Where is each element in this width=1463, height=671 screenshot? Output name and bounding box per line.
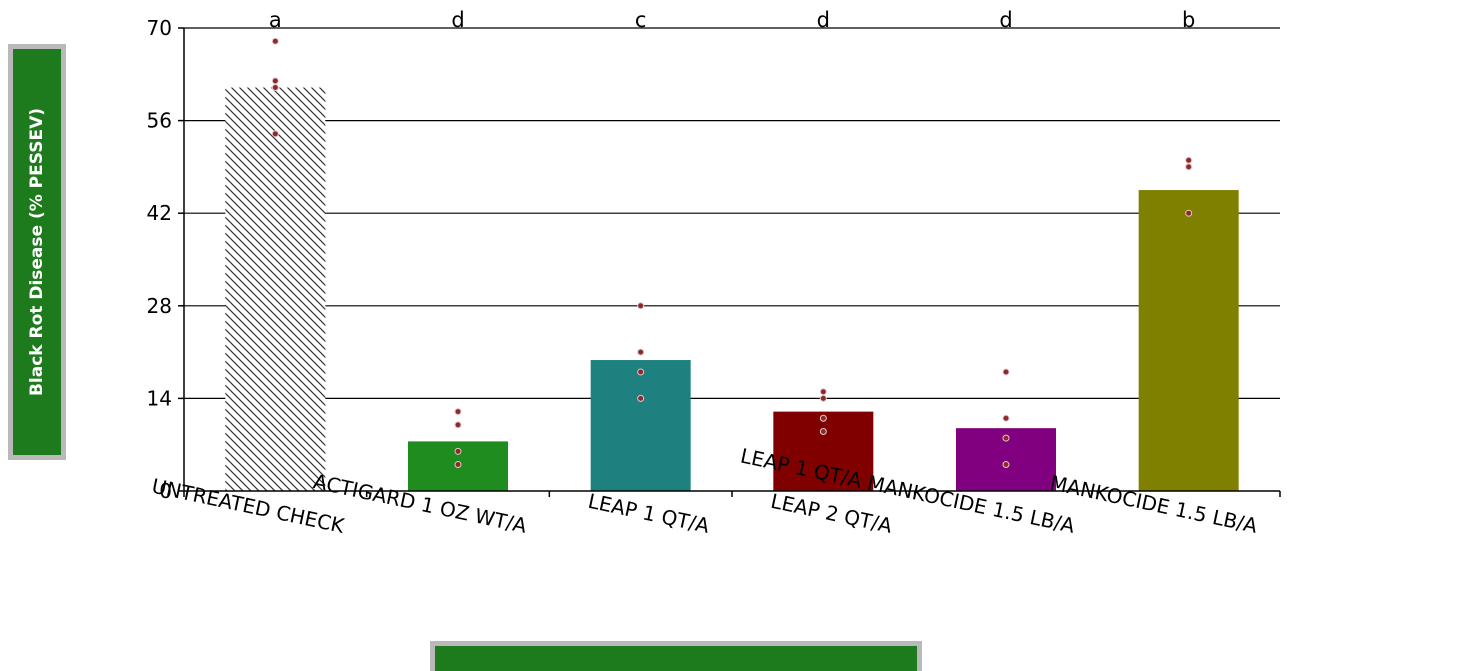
replicate-point: [637, 368, 645, 376]
replicate-point: [1185, 156, 1193, 164]
y-axis-label-panel: Black Rot Disease (% PESSEV): [13, 49, 61, 455]
y-tick-label: 70: [147, 16, 172, 40]
replicate-point: [1002, 434, 1010, 442]
replicate-point: [1002, 461, 1010, 469]
replicate-point: [271, 37, 279, 45]
replicate-point: [819, 414, 827, 422]
y-tick-label: 0: [159, 479, 172, 503]
replicate-point: [454, 447, 462, 455]
replicate-point: [637, 394, 645, 402]
y-tick-label: 14: [147, 386, 172, 410]
replicate-point: [637, 348, 645, 356]
bar: [1138, 190, 1239, 492]
replicate-point: [271, 84, 279, 92]
replicate-point: [1185, 209, 1193, 217]
replicate-point: [637, 302, 645, 310]
bar: [590, 360, 691, 491]
replicate-point: [819, 388, 827, 396]
y-axis-label-box: Black Rot Disease (% PESSEV): [8, 44, 66, 460]
significance-letter: c: [635, 8, 647, 32]
replicate-point: [1185, 163, 1193, 171]
replicate-point: [1002, 414, 1010, 422]
replicate-point: [454, 421, 462, 429]
significance-letter: b: [1182, 8, 1195, 32]
significance-letter: d: [999, 8, 1012, 32]
replicate-point: [271, 130, 279, 138]
significance-letter: a: [269, 8, 282, 32]
replicate-point: [271, 77, 279, 85]
replicate-point: [819, 394, 827, 402]
bar: [773, 411, 874, 491]
significance-letter: d: [817, 8, 830, 32]
y-tick-label: 56: [147, 109, 172, 133]
y-tick-label: 28: [147, 294, 172, 318]
significance-letter: d: [451, 8, 464, 32]
x-category-label: LEAP 1 QT/A: [586, 489, 712, 538]
replicate-point: [819, 427, 827, 435]
replicate-point: [454, 461, 462, 469]
y-tick-label: 42: [147, 201, 172, 225]
bar: [225, 87, 326, 492]
replicate-point: [1002, 368, 1010, 376]
replicate-point: [454, 408, 462, 416]
